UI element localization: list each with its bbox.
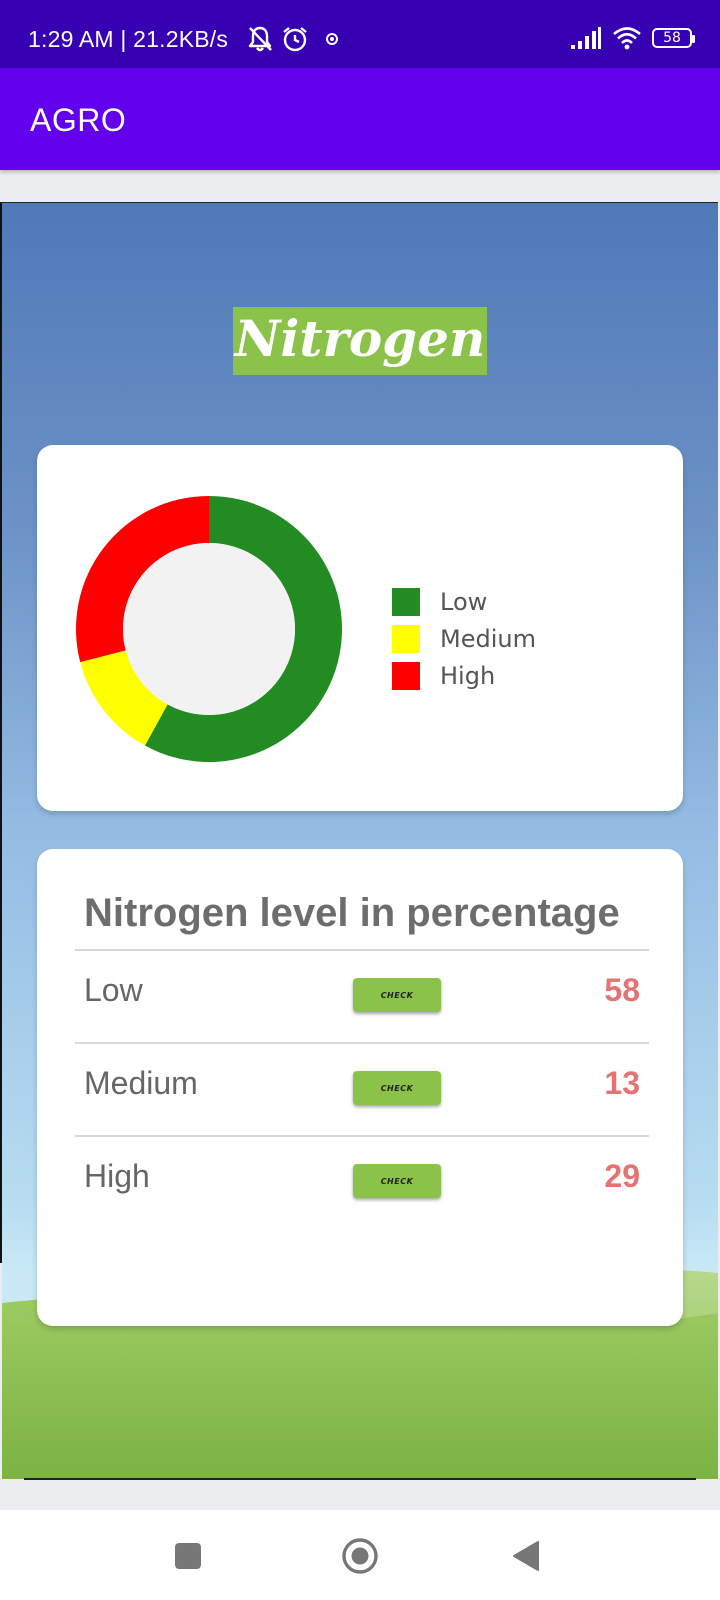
row-label: Low: [84, 972, 143, 1008]
donut-hole: [123, 543, 295, 715]
home-circle-icon: [342, 1538, 378, 1574]
alarm-icon: [283, 27, 307, 52]
legend-label: Low: [440, 587, 488, 616]
legend-label: Medium: [440, 624, 536, 653]
donut-slice-high: [75, 496, 209, 663]
table-row-medium: Medium CHECK 13: [75, 1043, 649, 1135]
level-table-card: Nitrogen level in percentage Low CHECK 5…: [37, 849, 683, 1326]
row-label: High: [84, 1158, 150, 1194]
legend-item-medium: Medium: [392, 620, 536, 657]
donut-chart: [75, 496, 342, 762]
table-row-low: Low CHECK 58: [75, 950, 649, 1042]
row-value: 13: [604, 1065, 640, 1101]
donut-slice-low: [144, 496, 342, 762]
content-left-border: [0, 203, 2, 1263]
wifi-icon: [613, 27, 641, 50]
legend-item-high: High: [392, 657, 536, 694]
legend-swatch: [392, 624, 420, 653]
status-time: 1:29 AM | 21.2KB/s: [28, 26, 229, 52]
check-button-high[interactable]: CHECK: [353, 1164, 441, 1198]
legend-label: High: [440, 661, 496, 690]
dot-icon: [326, 33, 338, 45]
table-row-high: High CHECK 29: [75, 1136, 649, 1228]
app-bar: AGRO: [0, 68, 720, 170]
page-heading: Nitrogen: [232, 307, 488, 375]
legend-swatch: [392, 587, 420, 616]
recents-square-icon: [175, 1543, 201, 1569]
nav-bar: [0, 1510, 720, 1600]
app-title: AGRO: [30, 102, 127, 138]
bell-off-icon: [248, 26, 272, 52]
battery-level: 58: [663, 30, 681, 46]
check-button-medium[interactable]: CHECK: [353, 1071, 441, 1105]
check-button-low[interactable]: CHECK: [353, 978, 441, 1012]
table-title: Nitrogen level in percentage: [84, 891, 620, 935]
back-triangle-icon: [513, 1541, 539, 1571]
content-area[interactable]: Nitrogen Low Medium High Nitrogen level in…: [2, 203, 718, 1479]
battery-icon: 58: [652, 28, 695, 48]
chart-card: Low Medium High: [37, 445, 683, 811]
row-value: 58: [604, 972, 640, 1008]
recents-button[interactable]: [166, 1534, 210, 1578]
status-bar: 1:29 AM | 21.2KB/s: [0, 0, 720, 68]
signal-icon: [571, 27, 601, 49]
row-value: 29: [604, 1158, 640, 1194]
donut-slice-medium: [80, 650, 168, 746]
back-button[interactable]: [504, 1534, 548, 1578]
table-divider: [75, 1135, 649, 1137]
table-divider: [75, 1042, 649, 1044]
legend-item-low: Low: [392, 583, 536, 620]
chart-legend: Low Medium High: [392, 583, 536, 694]
table-divider: [75, 949, 649, 951]
row-label: Medium: [84, 1065, 198, 1101]
content-bottom-border: [24, 1478, 696, 1480]
legend-swatch: [392, 661, 420, 690]
home-button[interactable]: [338, 1534, 382, 1578]
